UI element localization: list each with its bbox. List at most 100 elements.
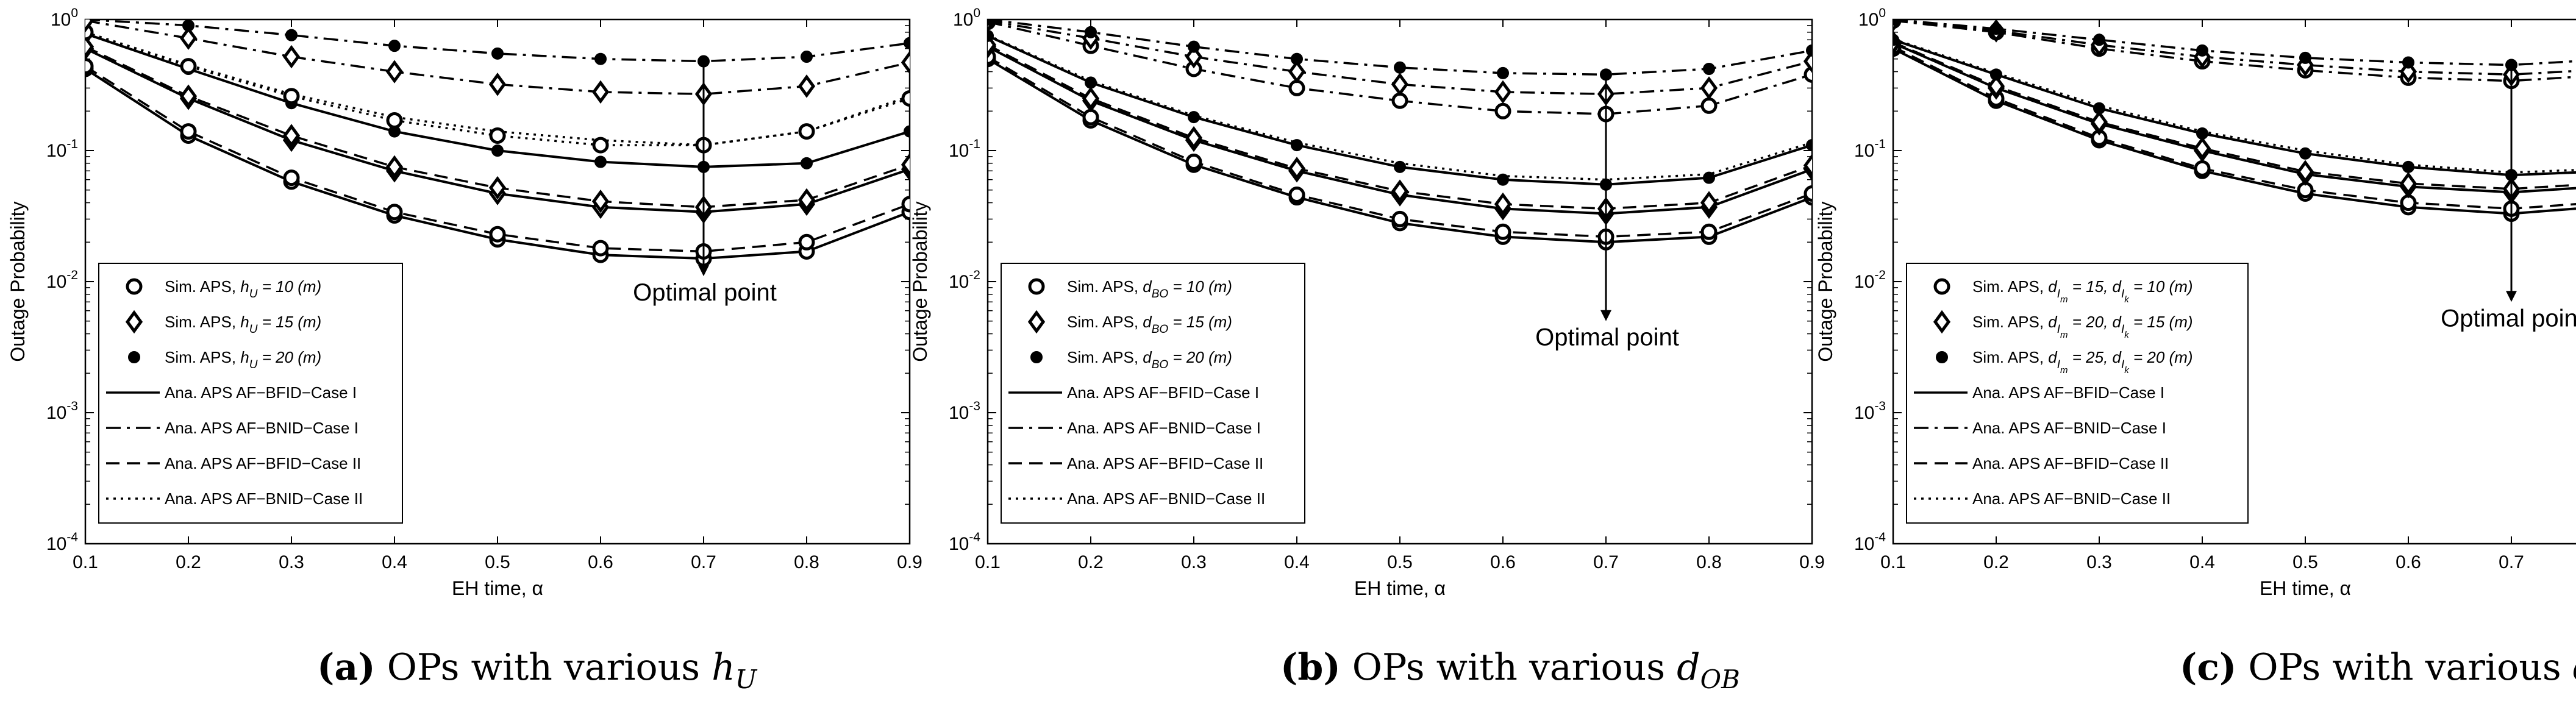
data-point <box>385 155 404 179</box>
legend: Sim. APS, dBO = 10 (m) Sim. APS, dBO = 15… <box>1001 263 1305 524</box>
data-point <box>85 20 95 33</box>
y-tick-label: 10-1 <box>1854 137 1886 161</box>
data-point <box>386 204 403 221</box>
data-point <box>1803 49 1812 73</box>
legend-item-2: Sim. APS, hU = 15 (m) <box>125 310 321 336</box>
legend-marker <box>128 351 140 363</box>
data-point <box>591 80 610 104</box>
x-tick-label: 0.6 <box>2396 552 2421 572</box>
annotation-label: Optimal point <box>2441 305 2576 332</box>
data-point <box>798 233 815 251</box>
annotation-arrow-head <box>1600 310 1611 321</box>
x-tick-label: 0.1 <box>1880 552 1906 572</box>
data-point <box>179 84 198 109</box>
series-line <box>85 20 910 96</box>
x-tick-label: 0.3 <box>1181 552 1207 572</box>
data-point <box>489 226 506 243</box>
data-point <box>901 90 910 107</box>
series-2 <box>1893 38 2576 217</box>
data-point <box>180 123 197 140</box>
x-axis-label: EH time, α <box>452 577 543 599</box>
data-point <box>1494 192 1512 216</box>
legend-item-6: Ana. APS AF−BFID−Case II <box>1914 454 2169 472</box>
data-point <box>1394 160 1406 173</box>
x-tick-label: 0.4 <box>2189 552 2215 572</box>
data-point <box>798 123 815 140</box>
data-point <box>797 74 816 98</box>
x-tick-label: 0.7 <box>1593 552 1619 572</box>
data-point <box>1391 179 1409 203</box>
data-point <box>2090 110 2108 134</box>
data-point <box>1703 63 1715 76</box>
data-point <box>2196 127 2208 140</box>
data-point <box>2193 137 2211 160</box>
data-point <box>988 20 994 26</box>
legend-label: Sim. APS, hU = 20 (m) <box>165 348 321 371</box>
legend-marker <box>126 278 143 295</box>
data-point <box>2194 160 2211 177</box>
legend-item-5: Ana. APS AF−BNID−Case I <box>1914 419 2166 437</box>
legend-marker <box>1030 351 1043 363</box>
data-point <box>594 155 607 168</box>
data-point <box>1700 97 1718 114</box>
series-4 <box>85 35 910 219</box>
data-point <box>385 60 404 84</box>
y-tick-label: 100 <box>1858 6 1886 30</box>
x-tick-label: 0.5 <box>2292 552 2318 572</box>
series-layer <box>988 20 1812 251</box>
data-point <box>1987 74 2005 98</box>
legend-item-1: Sim. APS, dBO = 10 (m) <box>1028 277 1232 301</box>
y-tick-label: 10-1 <box>46 137 78 161</box>
series-line <box>988 20 1812 76</box>
series-7 <box>85 24 910 154</box>
legend-label: Ana. APS AF−BFID−Case II <box>1972 454 2169 472</box>
data-point <box>901 152 910 177</box>
data-point <box>285 29 298 41</box>
data-point <box>282 44 301 69</box>
legend-item-5: Ana. APS AF−BNID−Case I <box>106 419 359 437</box>
data-point <box>1893 20 1899 26</box>
legend-label: Sim. APS, hU = 10 (m) <box>165 277 321 301</box>
data-point <box>1494 102 1511 119</box>
figure-captions: (a) OPs with various hU (b) OPs with vari… <box>317 646 2576 694</box>
legend-item-7: Ana. APS AF−BNID−Case II <box>1914 489 2171 508</box>
data-point <box>1700 191 1718 215</box>
data-point <box>797 188 816 212</box>
legend-label: Sim. APS, hU = 15 (m) <box>165 313 321 336</box>
x-axis-label: EH time, α <box>2260 577 2351 599</box>
data-point <box>283 88 300 105</box>
data-point <box>2402 56 2414 69</box>
series-9 <box>988 20 1812 81</box>
legend-label: Ana. APS AF−BNID−Case I <box>165 419 359 437</box>
data-point <box>1700 223 1718 240</box>
legend-marker <box>1933 278 1950 295</box>
x-tick-label: 0.6 <box>588 552 613 572</box>
data-point <box>1188 40 1200 53</box>
x-tick-label: 0.5 <box>485 552 510 572</box>
data-point <box>1391 210 1408 227</box>
data-point <box>1700 76 1718 100</box>
series-6 <box>988 34 1812 181</box>
data-point <box>85 35 95 59</box>
data-point <box>1394 61 1406 74</box>
chart-panel-2: 0.1 0.2 0.3 0.4 0.5 0.6 0.7 0.8 0.9 100 10-1 10-2 10… <box>909 6 1825 599</box>
y-tick-label: 10-3 <box>1854 399 1886 423</box>
y-axis-label: Outage Probability <box>1814 201 1836 361</box>
annotation-arrow-head <box>698 265 709 277</box>
chart-panels: 0.1 0.2 0.3 0.4 0.5 0.6 0.7 0.8 0.9 100 10-1 10-2 10… <box>7 6 2576 599</box>
x-tick-label: 0.3 <box>2086 552 2112 572</box>
data-point <box>1893 34 1899 46</box>
data-point <box>904 37 910 49</box>
legend-item-6: Ana. APS AF−BFID−Case II <box>1008 454 1263 472</box>
x-axis-label: EH time, α <box>1354 577 1446 599</box>
legend-label: Sim. APS, dBO = 10 (m) <box>1067 277 1232 301</box>
data-point <box>904 125 910 138</box>
y-tick-label: 10-4 <box>46 530 78 554</box>
x-tick-label: 0.8 <box>794 552 819 572</box>
data-point <box>282 124 301 148</box>
data-point <box>1185 44 1203 69</box>
data-point <box>491 144 504 157</box>
legend-item-1: Sim. APS, hU = 10 (m) <box>126 277 321 301</box>
series-line <box>1893 41 2576 190</box>
